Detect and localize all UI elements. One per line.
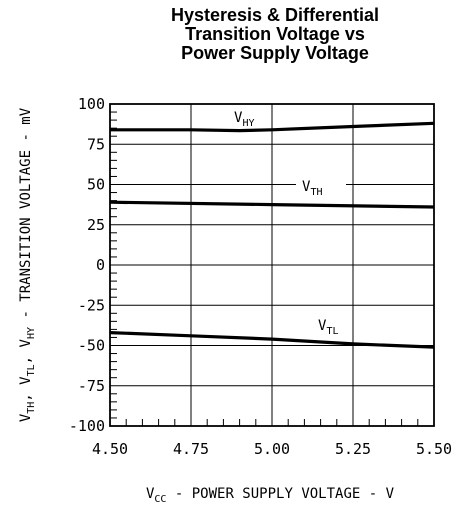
series-label-background xyxy=(296,176,346,200)
y-tick-label: -25 xyxy=(78,296,105,314)
y-axis-label-part-4: - TRANSITION VOLTAGE - mV xyxy=(18,107,34,327)
x-axis-label-main: V xyxy=(146,486,155,502)
chart-title: Hysteresis & Differential Transition Vol… xyxy=(110,6,440,63)
y-tick-label: 0 xyxy=(96,256,105,274)
series-label-vtl: VTL xyxy=(318,318,338,337)
series-line-vhy xyxy=(110,121,435,133)
y-axis-label: VTH, VTL, VHY - TRANSITION VOLTAGE - mV xyxy=(18,107,37,422)
series-label-vth: VTH xyxy=(302,179,322,198)
series-labels: VHY VTH VTL xyxy=(234,110,346,337)
y-tick-label: 100 xyxy=(78,95,105,113)
x-tick-label: 5.00 xyxy=(254,440,290,458)
x-tick-label: 4.75 xyxy=(173,440,209,458)
y-tick-label: 50 xyxy=(87,176,105,194)
series-lines xyxy=(109,121,435,349)
y-tick-label: -75 xyxy=(78,377,105,395)
x-axis-label: VCC - POWER SUPPLY VOLTAGE - V xyxy=(146,486,395,505)
y-tick-label: -100 xyxy=(69,417,105,435)
series-line-vtl xyxy=(109,331,435,349)
y-axis-label-sub-3: HY xyxy=(26,327,37,339)
x-tick-label: 5.50 xyxy=(416,440,452,458)
series-label-vhy: VHY xyxy=(234,110,254,129)
grid-lines xyxy=(109,103,435,427)
y-tick-label: 75 xyxy=(87,135,105,153)
minor-ticks xyxy=(110,111,419,426)
series-line-vth xyxy=(109,200,435,209)
x-axis-label-sub: CC xyxy=(154,494,166,505)
y-axis-label-part-1: V xyxy=(18,413,34,422)
plot-frame xyxy=(109,103,435,427)
y-axis-label-sub-1: TH xyxy=(26,402,37,414)
chart-title-line-3: Power Supply Voltage xyxy=(181,43,369,63)
y-tick-label: 25 xyxy=(87,216,105,234)
x-tick-label: 5.25 xyxy=(335,440,371,458)
y-axis-label-sub-2: TL xyxy=(26,364,37,376)
y-axis-label-part-3: , V xyxy=(18,338,34,364)
x-tick-label: 4.50 xyxy=(92,440,128,458)
x-axis-label-rest: - POWER SUPPLY VOLTAGE - V xyxy=(166,486,394,502)
y-tick-label: -50 xyxy=(78,337,105,355)
tick-labels: 100 75 50 25 0 -25 -50 -75 -100 4.50 4.75 5.00 5.25 5… xyxy=(69,95,452,458)
chart-title-line-1: Hysteresis & Differential xyxy=(170,5,380,25)
y-axis-label-part-2: , V xyxy=(18,376,34,402)
chart-title-line-2: Transition Voltage vs xyxy=(185,24,365,44)
